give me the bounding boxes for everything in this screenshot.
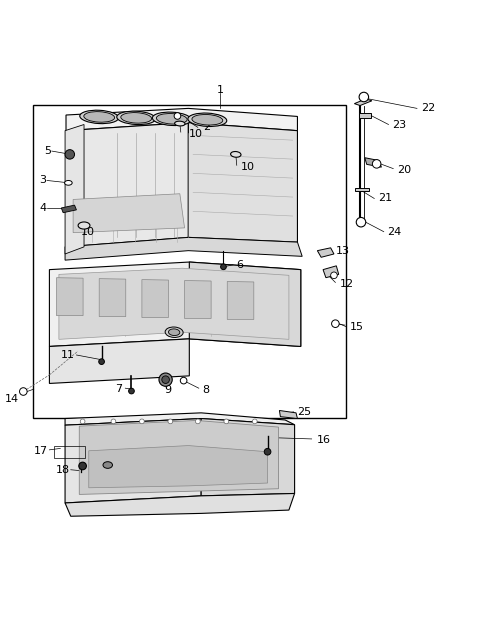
Ellipse shape bbox=[84, 112, 115, 122]
Bar bbox=[359, 113, 371, 118]
Ellipse shape bbox=[230, 151, 241, 157]
Polygon shape bbox=[354, 99, 372, 106]
Circle shape bbox=[129, 388, 134, 394]
Polygon shape bbox=[185, 280, 211, 319]
Polygon shape bbox=[66, 123, 188, 247]
Bar bbox=[33, 104, 346, 418]
Polygon shape bbox=[73, 194, 185, 233]
Ellipse shape bbox=[168, 329, 180, 336]
Circle shape bbox=[65, 149, 74, 159]
Circle shape bbox=[331, 272, 337, 279]
Circle shape bbox=[99, 359, 105, 364]
Text: 22: 22 bbox=[421, 104, 435, 113]
Polygon shape bbox=[79, 420, 278, 494]
Bar bbox=[355, 188, 369, 191]
Text: 13: 13 bbox=[336, 245, 349, 256]
Circle shape bbox=[195, 419, 200, 424]
Polygon shape bbox=[227, 282, 254, 319]
Text: 14: 14 bbox=[4, 394, 19, 404]
Text: 8: 8 bbox=[203, 385, 210, 395]
Circle shape bbox=[20, 388, 27, 396]
Circle shape bbox=[332, 320, 339, 328]
Circle shape bbox=[80, 419, 85, 424]
Polygon shape bbox=[65, 413, 295, 425]
Circle shape bbox=[168, 419, 173, 424]
Ellipse shape bbox=[103, 462, 112, 468]
Polygon shape bbox=[65, 418, 201, 503]
Polygon shape bbox=[65, 494, 295, 516]
Circle shape bbox=[180, 377, 187, 384]
Text: 4: 4 bbox=[39, 203, 46, 213]
Polygon shape bbox=[365, 158, 382, 167]
Text: 18: 18 bbox=[56, 465, 70, 474]
Polygon shape bbox=[65, 237, 302, 260]
Polygon shape bbox=[65, 125, 84, 254]
Text: 5: 5 bbox=[44, 146, 51, 156]
Text: 23: 23 bbox=[392, 120, 407, 130]
Ellipse shape bbox=[188, 113, 227, 127]
Text: 6: 6 bbox=[237, 260, 244, 270]
Text: 10: 10 bbox=[240, 162, 254, 172]
Polygon shape bbox=[142, 280, 168, 317]
Polygon shape bbox=[323, 266, 339, 278]
Circle shape bbox=[174, 113, 181, 120]
Polygon shape bbox=[279, 410, 298, 418]
Text: 2: 2 bbox=[204, 122, 211, 132]
Circle shape bbox=[252, 419, 257, 424]
Text: 12: 12 bbox=[340, 279, 354, 289]
Text: 11: 11 bbox=[60, 350, 74, 360]
Circle shape bbox=[140, 419, 144, 424]
Polygon shape bbox=[189, 262, 301, 347]
Text: 25: 25 bbox=[298, 407, 312, 417]
Circle shape bbox=[79, 462, 86, 470]
Polygon shape bbox=[49, 262, 301, 347]
Circle shape bbox=[221, 264, 226, 270]
Ellipse shape bbox=[78, 222, 90, 229]
Text: 9: 9 bbox=[165, 385, 172, 395]
Polygon shape bbox=[99, 279, 126, 317]
Ellipse shape bbox=[65, 181, 72, 185]
Text: 17: 17 bbox=[34, 446, 48, 456]
Ellipse shape bbox=[121, 113, 152, 123]
Text: 10: 10 bbox=[188, 129, 203, 139]
Polygon shape bbox=[59, 268, 289, 340]
Ellipse shape bbox=[175, 121, 185, 126]
Ellipse shape bbox=[156, 114, 187, 124]
Polygon shape bbox=[89, 446, 267, 488]
Text: 20: 20 bbox=[397, 165, 411, 175]
Circle shape bbox=[359, 92, 369, 102]
Text: 7: 7 bbox=[115, 384, 122, 394]
Text: 24: 24 bbox=[387, 226, 402, 237]
Circle shape bbox=[224, 419, 228, 424]
Text: 16: 16 bbox=[316, 436, 330, 445]
Circle shape bbox=[372, 160, 381, 168]
Circle shape bbox=[264, 448, 271, 455]
Bar bbox=[54, 446, 85, 458]
Text: 3: 3 bbox=[39, 176, 46, 186]
Circle shape bbox=[356, 218, 366, 227]
Circle shape bbox=[111, 419, 116, 424]
Polygon shape bbox=[66, 108, 298, 130]
Text: 10: 10 bbox=[80, 226, 95, 237]
Polygon shape bbox=[49, 339, 189, 384]
Ellipse shape bbox=[117, 111, 156, 125]
Text: 19: 19 bbox=[108, 466, 123, 476]
Polygon shape bbox=[188, 123, 298, 242]
Polygon shape bbox=[61, 205, 76, 212]
Text: 15: 15 bbox=[349, 322, 364, 331]
Ellipse shape bbox=[192, 114, 223, 125]
Polygon shape bbox=[317, 248, 334, 258]
Polygon shape bbox=[201, 418, 295, 496]
Ellipse shape bbox=[152, 112, 191, 125]
Ellipse shape bbox=[165, 327, 183, 338]
Text: 21: 21 bbox=[378, 193, 392, 204]
Ellipse shape bbox=[80, 110, 119, 123]
Circle shape bbox=[159, 373, 172, 386]
Text: 1: 1 bbox=[216, 85, 224, 95]
Circle shape bbox=[162, 376, 169, 384]
Polygon shape bbox=[57, 278, 83, 315]
